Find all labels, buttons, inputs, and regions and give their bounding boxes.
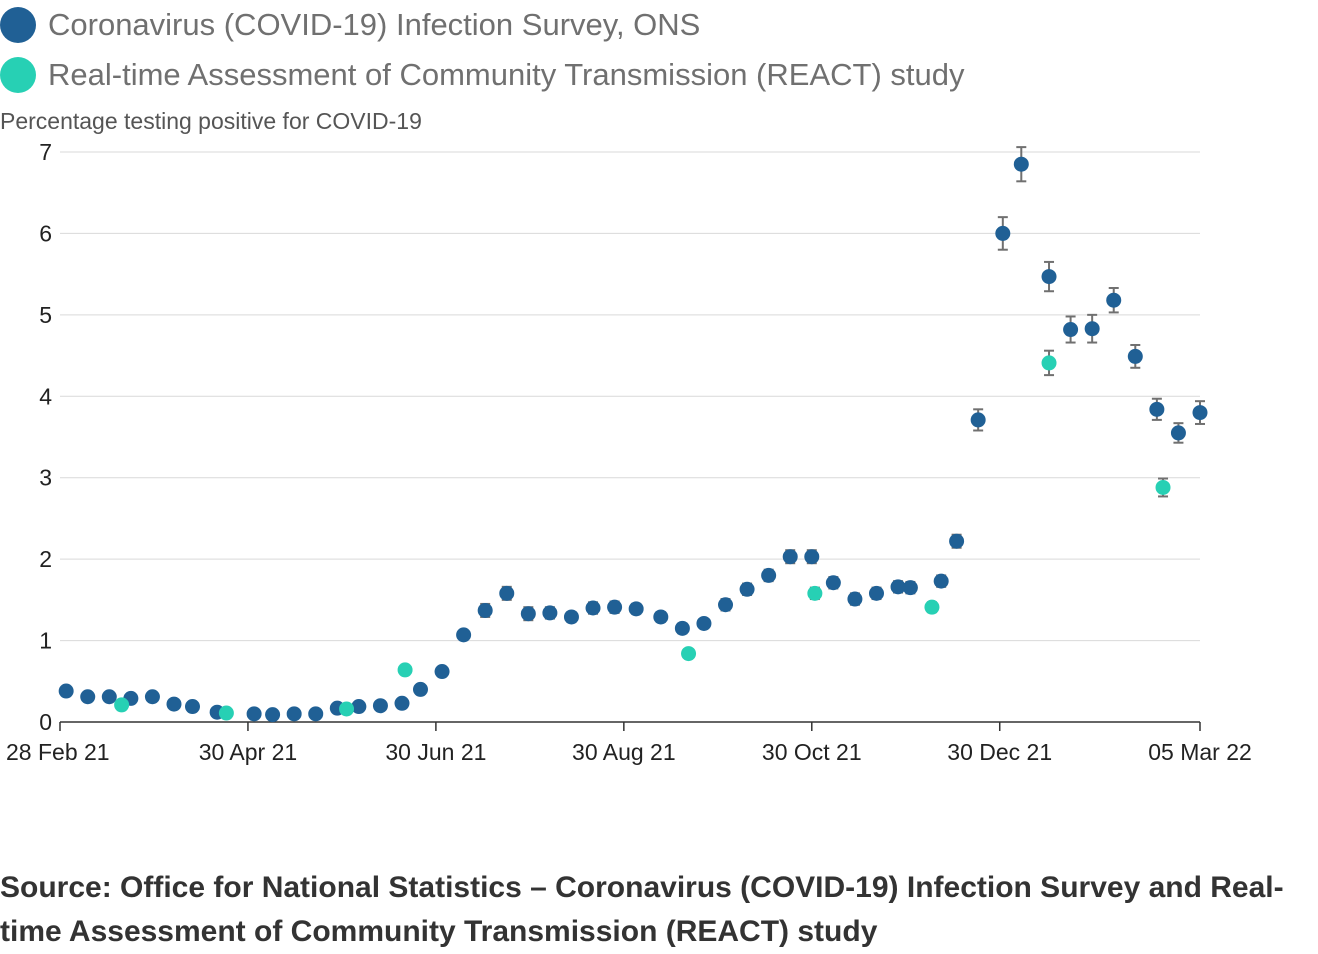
data-point-react-5 (807, 585, 823, 601)
data-point-ons-46 (1063, 322, 1079, 338)
x-tick-label-6: 05 Mar 22 (1148, 739, 1252, 765)
data-point-ons-38 (890, 579, 906, 595)
data-point-ons-43 (995, 225, 1011, 241)
data-point-ons-1 (80, 689, 96, 705)
data-point-react-8 (1155, 479, 1171, 495)
data-point-ons-31 (739, 581, 755, 597)
y-tick-label-4: 4 (39, 383, 52, 409)
legend-swatch-ons (0, 7, 36, 43)
data-point-react-0 (114, 697, 130, 713)
data-point-ons-30 (718, 597, 734, 613)
data-point-ons-23 (563, 609, 579, 625)
data-point-react-1 (218, 705, 234, 721)
data-point-ons-18 (456, 627, 472, 643)
data-point-ons-0 (58, 683, 74, 699)
data-point-ons-48 (1106, 292, 1122, 308)
legend-swatch-react (0, 57, 36, 93)
legend-label-ons: Coronavirus (COVID-19) Infection Survey,… (48, 7, 701, 42)
chart-legend: Coronavirus (COVID-19) Infection Survey,… (0, 0, 964, 100)
data-point-ons-41 (949, 533, 965, 549)
data-point-react-7 (1041, 355, 1057, 371)
data-point-ons-47 (1084, 321, 1100, 337)
data-point-ons-32 (761, 567, 777, 583)
y-tick-label-7: 7 (39, 139, 52, 165)
data-point-react-2 (339, 701, 355, 717)
y-tick-label-1: 1 (39, 628, 52, 654)
data-point-ons-35 (825, 575, 841, 591)
legend-item-ons: Coronavirus (COVID-19) Infection Survey,… (0, 0, 964, 50)
data-point-ons-51 (1170, 425, 1186, 441)
data-point-ons-28 (674, 620, 690, 636)
y-axis-title: Percentage testing positive for COVID-19 (0, 108, 422, 134)
data-point-ons-16 (412, 681, 428, 697)
source-note: Source: Office for National Statistics –… (0, 871, 1284, 948)
data-point-ons-24 (585, 600, 601, 616)
y-tick-label-2: 2 (39, 546, 52, 572)
data-point-ons-52 (1192, 405, 1208, 421)
data-point-ons-50 (1149, 401, 1165, 417)
data-point-ons-34 (804, 549, 820, 565)
data-point-ons-2 (101, 689, 117, 705)
data-point-ons-21 (520, 606, 536, 622)
data-point-ons-9 (265, 707, 281, 723)
data-point-ons-20 (499, 585, 515, 601)
data-point-ons-14 (372, 698, 388, 714)
data-point-ons-11 (308, 706, 324, 722)
data-point-ons-40 (933, 573, 949, 589)
data-point-ons-29 (696, 615, 712, 631)
y-tick-label-0: 0 (39, 709, 52, 735)
data-point-ons-27 (653, 609, 669, 625)
data-point-react-6 (924, 599, 940, 615)
data-point-ons-5 (166, 696, 182, 712)
data-point-ons-36 (847, 591, 863, 607)
y-tick-label-6: 6 (39, 220, 52, 246)
data-point-ons-19 (477, 602, 493, 618)
data-point-ons-45 (1041, 269, 1057, 285)
data-point-ons-10 (286, 706, 302, 722)
data-point-ons-15 (394, 695, 410, 711)
data-point-ons-49 (1127, 348, 1143, 364)
data-point-ons-39 (902, 580, 918, 596)
data-point-ons-6 (184, 699, 200, 715)
x-tick-label-1: 30 Apr 21 (199, 739, 297, 765)
data-point-react-4 (681, 646, 697, 662)
data-point-ons-22 (542, 605, 558, 621)
legend-item-react: Real-time Assessment of Community Transm… (0, 50, 964, 100)
data-point-ons-33 (782, 549, 798, 565)
y-tick-label-3: 3 (39, 465, 52, 491)
data-point-ons-37 (868, 585, 884, 601)
data-point-ons-8 (246, 706, 262, 722)
x-tick-label-3: 30 Aug 21 (572, 739, 676, 765)
x-tick-label-2: 30 Jun 21 (385, 739, 486, 765)
legend-label-react: Real-time Assessment of Community Transm… (48, 57, 965, 92)
data-point-ons-17 (434, 664, 450, 680)
y-tick-label-5: 5 (39, 302, 52, 328)
x-tick-label-0: 28 Feb 21 (6, 739, 110, 765)
data-point-ons-25 (607, 599, 623, 615)
x-tick-label-5: 30 Dec 21 (947, 739, 1052, 765)
data-point-ons-44 (1013, 156, 1029, 172)
data-point-ons-13 (351, 699, 367, 715)
data-point-ons-26 (628, 601, 644, 617)
x-tick-label-4: 30 Oct 21 (762, 739, 862, 765)
data-point-ons-42 (970, 412, 986, 428)
data-point-react-3 (397, 662, 413, 678)
data-point-ons-4 (144, 689, 160, 705)
